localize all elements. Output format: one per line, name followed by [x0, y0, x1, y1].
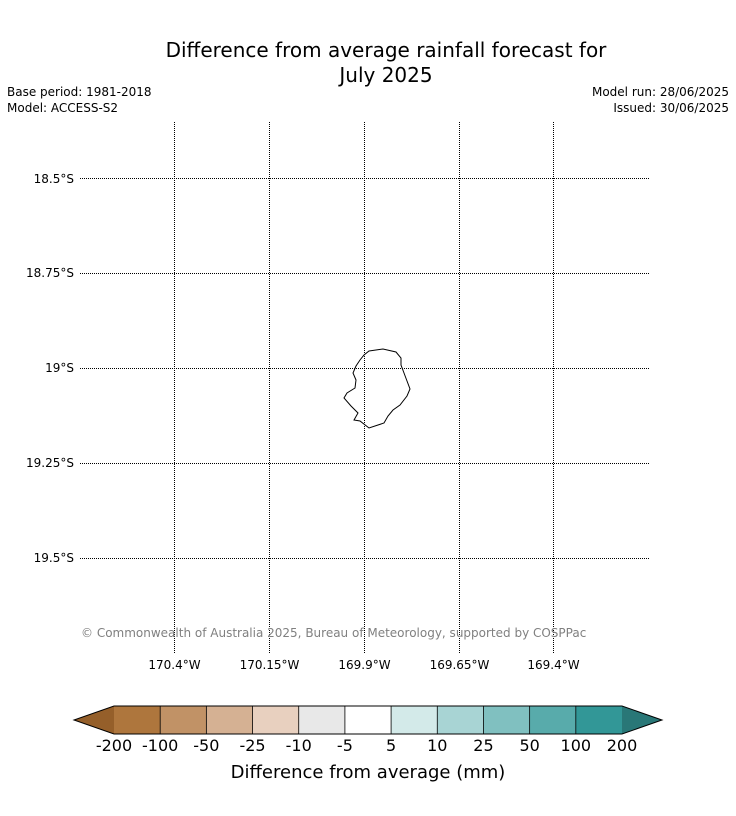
- meta-right: Model run: 28/06/2025 Issued: 30/06/2025: [592, 84, 729, 116]
- lat-label: 18.5°S: [34, 172, 74, 186]
- grid-lines: [80, 122, 650, 653]
- colorbar-tick-label: 25: [473, 736, 493, 755]
- colorbar-segments: [114, 706, 623, 734]
- colorbar-tick-label: -100: [142, 736, 178, 755]
- colorbar-tick-label: -50: [193, 736, 219, 755]
- model-run-label: Model run: 28/06/2025: [591, 85, 729, 99]
- colorbar-segment: [252, 706, 300, 734]
- title-line-2: July 2025: [339, 63, 433, 87]
- lat-label: 19.25°S: [26, 456, 74, 470]
- colorbar-tick-label: 5: [386, 736, 396, 755]
- colorbar-high-extend-triangle: [622, 706, 662, 734]
- colorbar-segment: [206, 706, 254, 734]
- issued-label: Issued: 30/06/2025: [613, 101, 729, 115]
- colorbar-tick-label: 100: [561, 736, 592, 755]
- colorbar-segment: [344, 706, 392, 734]
- colorbar-title: Difference from average (mm): [231, 762, 506, 783]
- colorbar-tick-label: -5: [337, 736, 353, 755]
- meta-left: Base period: 1981-2018 Model: ACCESS-S2: [7, 84, 152, 116]
- colorbar-tick-label: 50: [519, 736, 539, 755]
- colorbar-segment: [575, 706, 623, 734]
- colorbar-segment: [529, 706, 577, 734]
- colorbar: -200 -100 -50 -25 -10 -5 5 10 25 50 100 200 Differe…: [72, 705, 664, 783]
- colorbar-separators: [159, 706, 577, 734]
- lat-label: 19.5°S: [34, 551, 74, 565]
- base-period-label: Base period: 1981-2018: [7, 85, 152, 99]
- colorbar-tick-label: -200: [96, 736, 132, 755]
- colorbar-tick-label: 10: [427, 736, 447, 755]
- lat-label: 19°S: [45, 361, 74, 375]
- lat-label: 18.75°S: [26, 266, 74, 280]
- colorbar-outline: [72, 705, 664, 735]
- lon-label: 169.65°W: [430, 658, 490, 672]
- colorbar-segment: [160, 706, 207, 734]
- map-title: Difference from average rainfall forecas…: [0, 38, 736, 88]
- colorbar-tick-label: -25: [239, 736, 265, 755]
- colorbar-segment: [483, 706, 531, 734]
- title-line-1: Difference from average rainfall forecas…: [165, 38, 607, 62]
- colorbar-low-extend-triangle: [74, 706, 114, 734]
- lon-label: 169.9°W: [338, 658, 390, 672]
- colorbar-segment: [437, 706, 484, 734]
- niue-island-coastline: [343, 348, 411, 429]
- colorbar-tick-label: 200: [607, 736, 638, 755]
- colorbar-segment: [391, 706, 438, 734]
- colorbar-segment: [298, 706, 346, 734]
- colorbar-segment: [114, 706, 161, 734]
- model-label: Model: ACCESS-S2: [7, 101, 119, 115]
- lon-label: 169.4°W: [527, 658, 579, 672]
- lon-label: 170.15°W: [240, 658, 300, 672]
- copyright-notice: © Commonwealth of Australia 2025, Bureau…: [81, 626, 586, 640]
- lon-label: 170.4°W: [148, 658, 200, 672]
- colorbar-tick-label: -10: [286, 736, 312, 755]
- colorbar-tick-labels: -200 -100 -50 -25 -10 -5 5 10 25 50 100 200: [96, 736, 637, 755]
